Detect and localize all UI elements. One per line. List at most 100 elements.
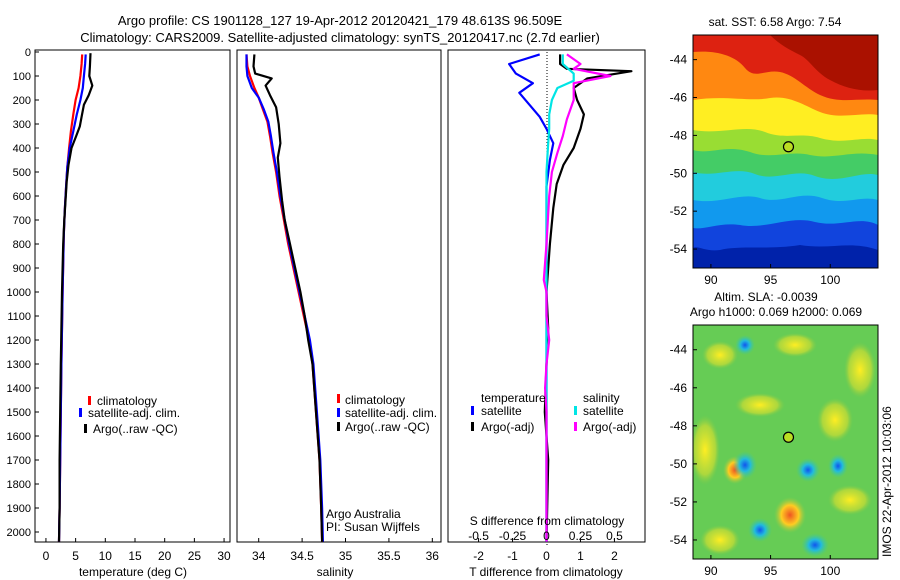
legend-swatch-climatology	[337, 394, 340, 403]
sla-anomaly-warm	[735, 393, 785, 417]
sla-map-title-line-1: Altim. SLA: -0.0039	[714, 290, 818, 304]
depth-tick-label: 0	[25, 47, 31, 59]
series-line-argo-raw-qc	[57, 53, 94, 542]
legend-swatch-temperature-satellite	[471, 406, 474, 415]
legend-swatch-argo	[337, 422, 340, 431]
legend-label-climatology: climatology	[345, 393, 405, 407]
sla-map-title-line-2: Argo h1000: 0.069 h2000: 0.069	[690, 305, 862, 319]
depth-tick-label: 700	[13, 215, 31, 227]
sla-heatmap-image	[693, 325, 878, 559]
series-line-temperature-argo-adj	[543, 54, 633, 542]
depth-tick-label: 1800	[7, 479, 31, 491]
sst-heatmap-image	[693, 35, 878, 268]
series-line-climatology	[245, 54, 324, 542]
depth-tick-label: 100	[13, 71, 31, 83]
x-tick-label: 34	[252, 549, 266, 563]
top-tick-label: -0.5	[468, 529, 489, 543]
sla-anomaly-warm	[774, 497, 806, 533]
depth-tick-label: 400	[13, 143, 31, 155]
x-tick-label: -1	[507, 549, 518, 563]
depth-tick-label: 1700	[7, 455, 31, 467]
lat-tick-label: -54	[670, 242, 688, 256]
sla-anomaly-warm	[702, 341, 738, 369]
x-tick-label: 36	[426, 549, 440, 563]
temperature-legend: climatology satellite-adj. clim. Argo(..…	[79, 394, 180, 436]
x-tick-label: 34.5	[290, 549, 314, 563]
depth-tick-label: 500	[13, 167, 31, 179]
lat-tick-label: -48	[670, 419, 688, 433]
series-line-satellite-adj-clim	[245, 54, 324, 542]
depth-tick-label: 1600	[7, 431, 31, 443]
x-tick-label: 15	[128, 549, 142, 563]
depth-tick-label: 1300	[7, 359, 31, 371]
lon-tick-label: 90	[704, 564, 718, 578]
salinity-annotation-line-1: Argo Australia	[326, 507, 401, 521]
series-line-argo-raw-qc	[252, 54, 324, 542]
depth-tick-label: 1400	[7, 383, 31, 395]
temperature-xlabel: temperature (deg C)	[79, 565, 187, 579]
salinity-legend: climatology satellite-adj. clim. Argo(..…	[337, 393, 437, 434]
difference-top-label: S difference from climatology	[470, 514, 625, 528]
sst-map-title: sat. SST: 6.58 Argo: 7.54	[709, 15, 842, 29]
temperature-panel: 0100200300400500600700800900100011001200…	[7, 47, 232, 579]
argo-float-marker	[782, 431, 795, 443]
sla-anomaly-cool	[828, 454, 848, 478]
lat-tick-label: -54	[670, 533, 688, 547]
depth-tick-label: 200	[13, 95, 31, 107]
salinity-plot-frame	[236, 49, 442, 543]
salinity-panel: 34 34.5 35 35.5 36 salinity climatology sate…	[236, 49, 442, 579]
depth-tick-label: 1500	[7, 407, 31, 419]
lat-tick-label: -44	[670, 53, 688, 67]
sla-anomaly-cool	[733, 451, 757, 479]
argo-float-marker	[782, 141, 795, 153]
lon-tick-label: 95	[764, 564, 778, 578]
sla-map-frame	[692, 324, 879, 560]
salinity-xlabel: salinity	[317, 565, 354, 579]
lat-tick-label: -50	[670, 166, 688, 180]
sla-anomaly-warm	[844, 342, 876, 398]
x-tick-label: 2	[611, 549, 618, 563]
sla-anomaly-cool	[796, 458, 820, 482]
top-tick-label: 0.5	[606, 529, 623, 543]
legend-title-salinity: salinity	[583, 391, 620, 405]
legend-label-argo: Argo(..raw -QC)	[345, 420, 430, 434]
x-tick-label: 25	[188, 549, 202, 563]
imos-timestamp: IMOS 22-Apr-2012 10:03:06	[880, 406, 894, 557]
legend-label-temperature-satellite: satellite	[481, 404, 522, 418]
difference-legend-temperature: temperature satellite Argo(-adj)	[471, 391, 546, 434]
top-tick-label: 0.25	[569, 529, 593, 543]
depth-tick-label: 800	[13, 239, 31, 251]
top-tick-label: 0	[543, 529, 550, 543]
x-tick-label: 20	[158, 549, 172, 563]
legend-label-salinity-argo: Argo(-adj)	[583, 420, 636, 434]
sst-map-panel: sat. SST: 6.58 Argo: 7.54 90 95 100 -44 -46 -…	[670, 15, 879, 287]
legend-swatch-salinity-argo	[574, 422, 577, 431]
legend-swatch-argo	[84, 424, 87, 433]
depth-tick-label: 600	[13, 191, 31, 203]
depth-tick-label: 1000	[7, 287, 31, 299]
legend-label-salinity-satellite: satellite	[583, 404, 624, 418]
legend-title-temperature: temperature	[481, 391, 546, 405]
depth-tick-label: 300	[13, 119, 31, 131]
x-tick-label: 0	[43, 549, 50, 563]
series-line-salinity-satellite	[545, 54, 575, 542]
lat-tick-label: -46	[670, 381, 688, 395]
lon-tick-label: 100	[820, 564, 840, 578]
sst-map-frame	[692, 34, 879, 269]
sla-anomaly-warm	[817, 398, 853, 442]
legend-swatch-salinity-satellite	[574, 406, 577, 415]
sla-anomaly-warm	[693, 415, 720, 485]
x-tick-label: -2	[473, 549, 484, 563]
figure-title-line-2: Climatology: CARS2009. Satellite-adjuste…	[80, 30, 600, 45]
sst-band-dark-red	[770, 35, 878, 91]
sla-anomaly-warm	[773, 333, 817, 357]
depth-tick-label: 1900	[7, 503, 31, 515]
top-tick-label: -0.25	[499, 529, 527, 543]
lon-tick-label: 95	[764, 273, 778, 287]
depth-tick-label: 1100	[7, 311, 31, 323]
sla-anomaly-cool	[801, 533, 829, 557]
x-tick-label: 35.5	[377, 549, 401, 563]
difference-panel: -2 -1 0 1 2 -0.5 -0.25 0 0.25 0.5 T difference fr…	[447, 49, 646, 579]
figure-title-line-1: Argo profile: CS 1901128_127 19-Apr-2012…	[118, 13, 563, 28]
sla-anomaly-warm	[828, 485, 872, 515]
